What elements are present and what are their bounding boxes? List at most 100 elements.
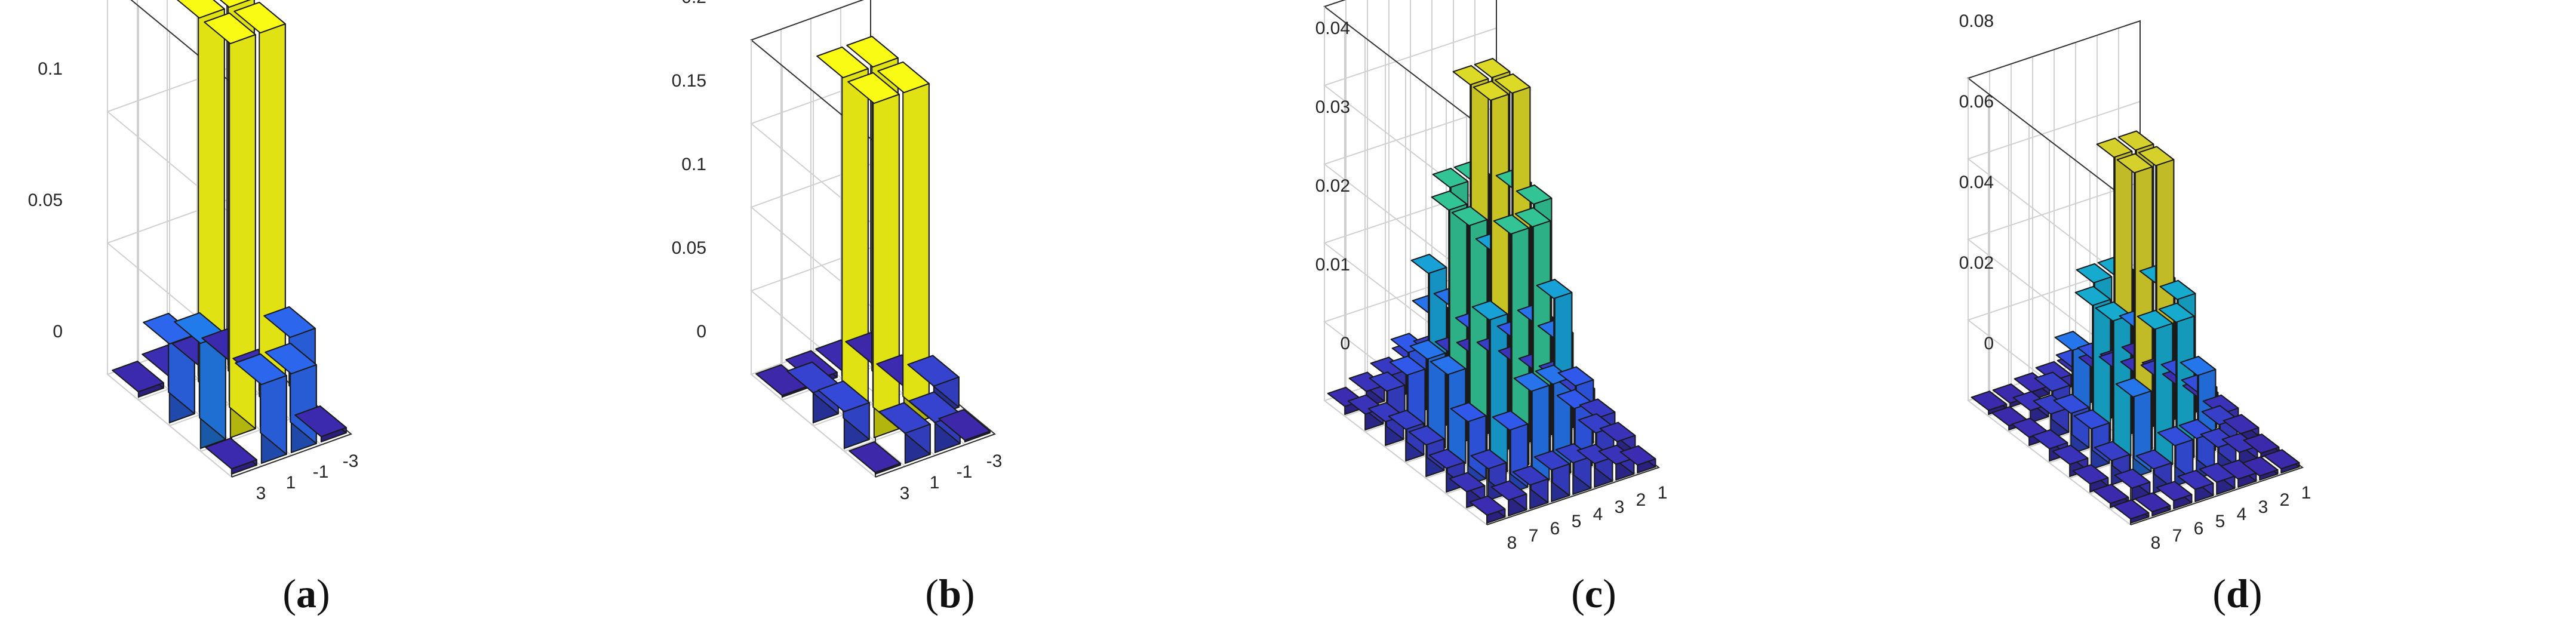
bar-top-face — [2134, 492, 2171, 513]
bar-top-face — [1494, 73, 1531, 94]
bar-top-face — [263, 306, 316, 339]
chart-panel-a: 00.050.10.15-3-113-3-113 — [28, 0, 358, 503]
z-tick-label: 0 — [1984, 334, 1994, 353]
y-tick-label: 3 — [2258, 497, 2268, 517]
bar-front-face — [2113, 301, 2132, 457]
bar-4-4 — [205, 438, 257, 475]
bar-3-4 — [817, 380, 870, 450]
bar-top-face — [2159, 279, 2196, 300]
bar-top-face — [1470, 449, 1507, 470]
bar-8-5 — [1533, 450, 1570, 502]
bar-top-face — [2073, 409, 2110, 430]
bar-4-3 — [235, 353, 287, 464]
bar-top-face — [1452, 65, 1489, 85]
bar-3-2 — [877, 61, 930, 428]
y-tick-label: 5 — [2215, 512, 2225, 531]
bar-top-face — [2116, 153, 2153, 174]
y-tick-label: 6 — [2194, 519, 2204, 539]
y-tick-label: 2 — [1636, 490, 1646, 510]
z-tick-label: 0.01 — [1315, 255, 1350, 275]
y-tick-label: 3 — [1615, 497, 1625, 517]
z-tick-label: 0.2 — [681, 0, 706, 7]
z-tick-label: 0.04 — [1959, 173, 1994, 192]
bar-top-face — [233, 1, 286, 34]
bar-top-face — [1514, 207, 1551, 227]
bars — [112, 0, 347, 475]
bar-4-1 — [294, 405, 347, 443]
z-tick-label: 0.08 — [1959, 11, 1994, 31]
y-tick-label: 6 — [1550, 519, 1560, 539]
bar-top-face — [1428, 448, 1465, 469]
bar-2-3 — [176, 0, 225, 413]
bar-top-face — [2177, 469, 2214, 490]
bar-top-face — [1451, 206, 1488, 226]
bar-top-face — [1432, 168, 1469, 188]
bar-2-3 — [816, 46, 869, 413]
bar-top-face — [2117, 130, 2154, 151]
y-tick-label: 1 — [2301, 483, 2311, 503]
bar-top-face — [1490, 480, 1527, 501]
y-tick-label: 7 — [1529, 526, 1539, 546]
z-tick-label: 0.1 — [38, 59, 63, 79]
bar-3-3 — [204, 12, 256, 439]
bar-8-6 — [2156, 481, 2193, 509]
bar-top-face — [817, 380, 870, 413]
bar-top-face — [1493, 214, 1530, 235]
bar-top-face — [938, 409, 991, 441]
bar-top-face — [1449, 472, 1486, 493]
z-tick-label: 0.1 — [681, 155, 706, 174]
bar-top-face — [847, 72, 900, 104]
bar-top-face — [2137, 309, 2174, 330]
bar-top-face — [1471, 300, 1508, 321]
bar-top-face — [2092, 484, 2129, 504]
bar-top-face — [1408, 425, 1445, 446]
y-tick-label: -1 — [957, 462, 973, 482]
z-tick-label: 0 — [1340, 334, 1350, 353]
y-tick-label: 1 — [286, 473, 296, 493]
bar-top-face — [2243, 433, 2280, 454]
bar-8-1 — [1619, 445, 1656, 473]
z-tick-label: 0 — [53, 322, 63, 342]
caption-b: (b) — [925, 571, 975, 616]
bar-1-4 — [112, 361, 164, 398]
bar-top-face — [1369, 371, 1406, 392]
bar-8-5 — [2177, 469, 2214, 502]
bar-top-face — [2138, 146, 2175, 167]
bar-top-face — [2115, 377, 2152, 398]
bar-top-face — [2113, 499, 2150, 520]
bar-top-face — [176, 0, 225, 19]
bar-top-face — [2031, 429, 2068, 450]
z-tick-label: 0.05 — [28, 190, 63, 210]
bar-top-face — [235, 353, 287, 386]
bar-top-face — [1473, 81, 1510, 101]
y-tick-label: -1 — [313, 462, 329, 482]
caption-a: (a) — [282, 571, 330, 616]
y-tick-label: 3 — [900, 484, 910, 503]
z-tick-label: 0.03 — [1315, 97, 1350, 117]
bar-3-1 — [907, 355, 960, 417]
bar-4-4 — [849, 441, 901, 475]
bar-top-face — [2135, 449, 2172, 470]
bar-top-face — [786, 361, 839, 393]
bar-6-1 — [2223, 414, 2260, 442]
bars — [755, 35, 991, 475]
bar-top-face — [2034, 371, 2071, 392]
y-tick-label: 4 — [2237, 504, 2247, 524]
bar-top-face — [878, 402, 931, 434]
chart-panel-b: 00.050.10.150.2-3-113-3-113 — [672, 0, 1002, 503]
bar-8-6 — [1512, 465, 1549, 509]
bar-4-7 — [2053, 393, 2090, 454]
bar-top-face — [849, 441, 901, 473]
bar-top-face — [2011, 417, 2048, 438]
bar-5-6 — [1451, 206, 1488, 463]
y-tick-label: 4 — [1593, 504, 1603, 524]
bar-8-8 — [1469, 495, 1506, 524]
bar-top-face — [908, 391, 961, 423]
bars — [1971, 130, 2300, 524]
bar-top-face — [1431, 190, 1468, 211]
y-tick-label: 8 — [2151, 533, 2161, 553]
bar-top-face — [1991, 406, 2028, 427]
bar-top-face — [846, 35, 899, 68]
bar-top-face — [204, 12, 256, 45]
